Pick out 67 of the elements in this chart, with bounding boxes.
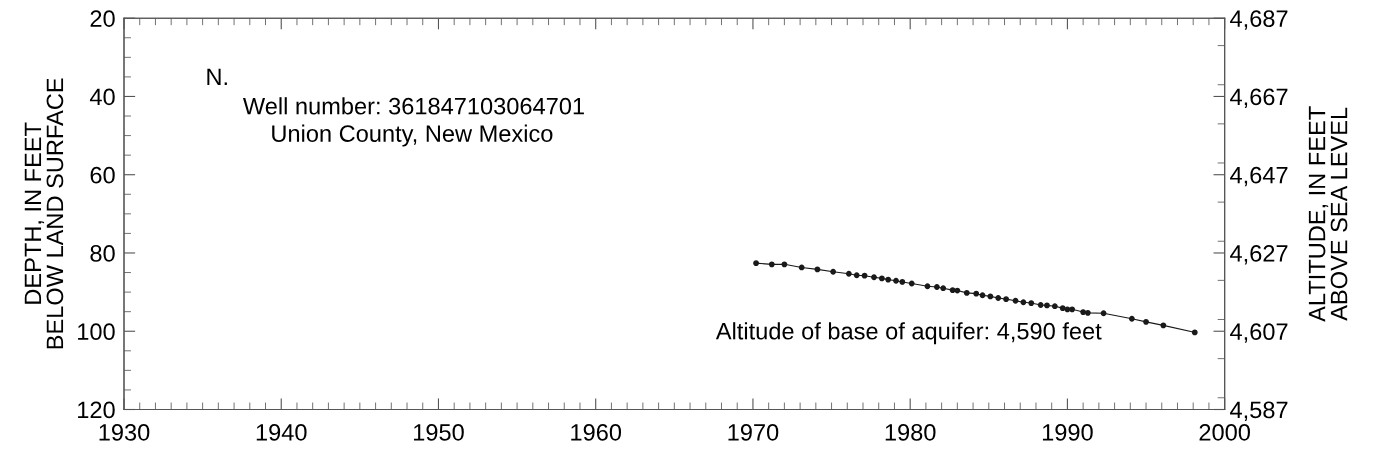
y2-tick-label: 4,627 (1230, 245, 1288, 265)
y2-tick-label: 4,587 (1230, 401, 1288, 422)
point (878, 275, 885, 282)
point (845, 270, 852, 277)
point (995, 295, 1002, 301)
point (973, 290, 980, 297)
y-tick-label: 60 (90, 166, 115, 184)
point (1191, 329, 1198, 336)
y2-tick-label: 4,607 (1230, 323, 1288, 343)
y2-tick-label: 4,667 (1230, 88, 1288, 109)
annotation: Union County, New Mexico (272, 124, 553, 147)
point (893, 277, 899, 284)
point (1160, 322, 1167, 329)
point (954, 287, 961, 294)
point (1069, 306, 1076, 313)
point (987, 293, 994, 300)
x-tick-label: 1990 (1042, 424, 1093, 441)
point (963, 289, 970, 296)
x-tick-label: 2000 (1199, 424, 1250, 441)
point (1020, 299, 1027, 306)
point (979, 292, 986, 299)
y-tick-label: 20 (90, 10, 115, 27)
point (949, 287, 956, 294)
y2-axis-title: ALTITUDE, IN FEET ABOVE SEA LEVEL (1308, 106, 1348, 322)
x-tick-label: 1960 (571, 424, 622, 441)
point (768, 261, 775, 268)
point (1028, 300, 1035, 306)
point (853, 272, 860, 279)
y2-tick-label: 4,687 (1230, 10, 1288, 30)
point (1044, 302, 1050, 309)
point (908, 280, 915, 287)
annotation: Altitude of base of aquifer: 4,590 feet (715, 322, 1102, 345)
point (1037, 302, 1044, 308)
point (1080, 309, 1087, 315)
point (830, 268, 837, 275)
x-tick-label: 1970 (728, 424, 779, 441)
point (798, 264, 805, 271)
x-tick-label: 1980 (885, 424, 936, 441)
point (1143, 318, 1149, 325)
point (1051, 303, 1058, 310)
point (753, 260, 760, 267)
x-tick-label: 1930 (99, 424, 150, 441)
point (940, 285, 947, 292)
point (924, 283, 931, 290)
point (899, 279, 906, 285)
point (1128, 315, 1135, 322)
y-tick-label: 40 (89, 88, 115, 106)
point (1012, 297, 1019, 304)
point (933, 284, 940, 290)
point (814, 266, 821, 273)
point (871, 274, 877, 281)
y2-tick-label: 4,647 (1230, 166, 1288, 187)
y-axis-title: DEPTH, IN FEET BELOW LAND SURFACE (24, 78, 64, 349)
point (885, 276, 892, 283)
x-tick-label: 1950 (414, 424, 464, 441)
y-tick-label: 100 (78, 323, 115, 341)
y-tick-label: 120 (78, 401, 115, 419)
annotation: Well number: 361847103064701 (242, 97, 584, 115)
point (1059, 305, 1066, 312)
point (1084, 309, 1091, 316)
point (861, 272, 868, 279)
x-tick-label: 1940 (256, 424, 307, 441)
point (1100, 310, 1107, 317)
y-tick-label: 80 (90, 245, 115, 262)
annotation: N. (207, 68, 227, 85)
point (1003, 296, 1010, 303)
point (781, 261, 788, 268)
